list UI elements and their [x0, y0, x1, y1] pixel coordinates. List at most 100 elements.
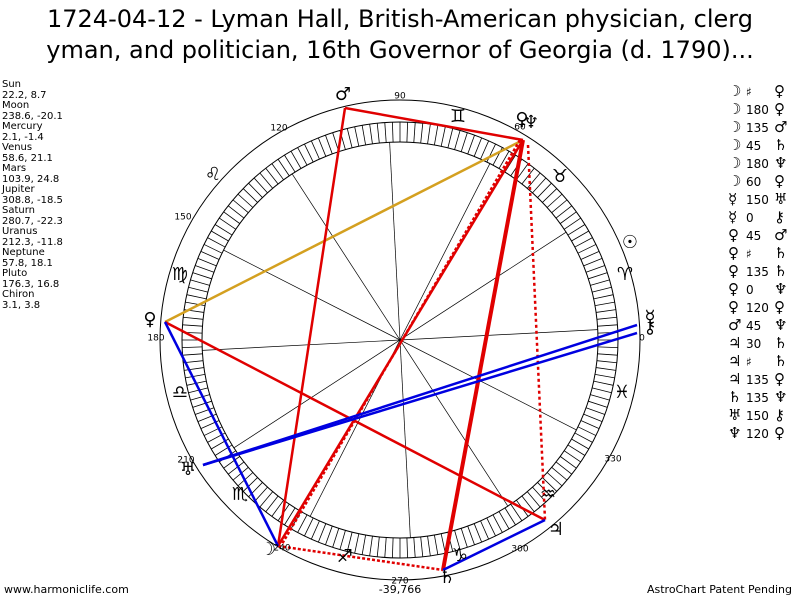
- planet-name: Mars: [2, 163, 27, 174]
- aspect-planet: ♄: [774, 262, 788, 280]
- degree-tick: [413, 122, 416, 143]
- planet-glyph: ♆: [523, 112, 539, 133]
- degree-tick: [265, 495, 279, 513]
- aspect-row: ♅ 150 ⚷: [728, 406, 792, 424]
- degree-tick: [253, 486, 268, 503]
- aspect-type: 0: [746, 211, 754, 225]
- aspect-lines: [163, 106, 638, 572]
- aspect-row: ☿ 0 ⚷: [728, 208, 792, 226]
- degree-tick: [339, 530, 346, 550]
- sign-glyph: ♒: [540, 484, 556, 505]
- degree-tick: [563, 217, 581, 230]
- degree-tick: [325, 525, 333, 545]
- degree-tick: [546, 472, 563, 487]
- aspect-type: 60: [746, 175, 762, 189]
- degree-tick: [546, 193, 563, 208]
- aspect-type: 45: [746, 319, 762, 333]
- degree-tick: [271, 163, 284, 181]
- planet-position: 103.9, 24.8: [2, 173, 60, 185]
- degree-tick: [384, 122, 387, 143]
- degree-tick: [391, 122, 394, 143]
- aspect-planet: ♄: [728, 388, 742, 406]
- degree-tick: [427, 124, 431, 144]
- degree-tick: [284, 154, 296, 173]
- planet-position: 308.8, -18.5: [2, 194, 63, 206]
- degree-tick: [467, 525, 475, 545]
- aspect-planet: ♅: [728, 406, 742, 424]
- degree-tick: [219, 217, 237, 230]
- sign-glyph: ♐: [337, 546, 353, 567]
- degree-tick: [284, 507, 296, 526]
- aspect-row: ♆ 120 ♀: [728, 424, 792, 442]
- degree-label: 330: [604, 455, 621, 465]
- degree-label: 240: [273, 544, 290, 554]
- aspect-row: ♃ 30 ♄: [728, 334, 792, 352]
- degree-label: 300: [511, 545, 528, 555]
- aspect-row: ☿ 150 ♅: [728, 190, 792, 208]
- degree-tick: [532, 177, 547, 194]
- aspect-line: [277, 544, 444, 572]
- degree-tick: [585, 407, 605, 415]
- degree-tick: [223, 456, 241, 469]
- degree-tick: [200, 250, 220, 260]
- planet-glyph: ♂: [335, 84, 351, 105]
- aspect-planet: ☽: [728, 172, 742, 190]
- degree-tick: [577, 244, 597, 254]
- degree-label: 60: [514, 123, 526, 133]
- degree-tick: [297, 147, 308, 166]
- aspect-planet: ♆: [774, 154, 788, 172]
- planet-name: Pluto: [2, 268, 28, 279]
- aspect-planet: ☽: [728, 118, 742, 136]
- degree-tick: [346, 128, 353, 148]
- degree-tick: [492, 514, 503, 533]
- degree-tick: [588, 400, 608, 408]
- title-line: 1724-04-12 - Lyman Hall, British-America…: [47, 5, 753, 33]
- aspect-planet: ♄: [774, 244, 788, 262]
- degree-tick: [214, 224, 233, 236]
- planet-name: Sun: [2, 79, 22, 90]
- degree-tick: [454, 130, 461, 150]
- degree-tick: [594, 373, 615, 379]
- degree-tick: [433, 125, 439, 146]
- degree-tick: [567, 444, 586, 456]
- degree-tick: [310, 140, 320, 160]
- degree-tick: [516, 163, 529, 181]
- aspect-row: ☽ 180 ♀: [728, 100, 792, 118]
- degree-tick: [588, 272, 608, 280]
- aspect-planet: ♀: [774, 82, 785, 100]
- aspect-row: ☽ 60 ♀: [728, 172, 792, 190]
- degree-tick: [223, 211, 241, 224]
- degree-tick: [207, 237, 226, 248]
- aspect-planet: ♀: [728, 244, 739, 262]
- aspect-planet: ♂: [774, 226, 788, 244]
- aspect-planet: ♀: [774, 298, 785, 316]
- planet-glyph: ☽: [260, 539, 276, 560]
- degree-tick: [498, 151, 510, 169]
- degree-tick: [190, 279, 210, 286]
- aspect-line: [202, 323, 638, 467]
- degree-tick: [227, 461, 245, 475]
- degree-tick: [521, 495, 535, 513]
- degree-tick: [460, 528, 468, 548]
- aspect-row: ♃ ♯ ♄: [728, 352, 792, 370]
- degree-label: 90: [394, 92, 406, 102]
- planet-position: 22.2, 8.7: [2, 89, 47, 101]
- degree-tick: [317, 137, 327, 157]
- aspect-type: 180: [746, 103, 769, 117]
- degree-tick: [567, 224, 586, 236]
- aspect-planet: ♃: [728, 370, 742, 388]
- degree-tick: [203, 244, 223, 254]
- degree-tick: [265, 167, 279, 185]
- degree-tick: [593, 294, 614, 300]
- degree-tick: [297, 514, 308, 533]
- aspect-row: ♀ ♯ ♄: [728, 244, 792, 262]
- degree-tick: [486, 517, 496, 537]
- planet-name: Jupiter: [2, 184, 35, 195]
- aspect-row: ☽ 45 ♄: [728, 136, 792, 154]
- degree-tick: [454, 530, 461, 550]
- aspect-type: 180: [746, 157, 769, 171]
- degree-tick: [361, 125, 367, 146]
- degree-tick: [593, 380, 614, 386]
- degree-tick: [510, 503, 523, 521]
- sign-glyph: ♏: [232, 484, 248, 505]
